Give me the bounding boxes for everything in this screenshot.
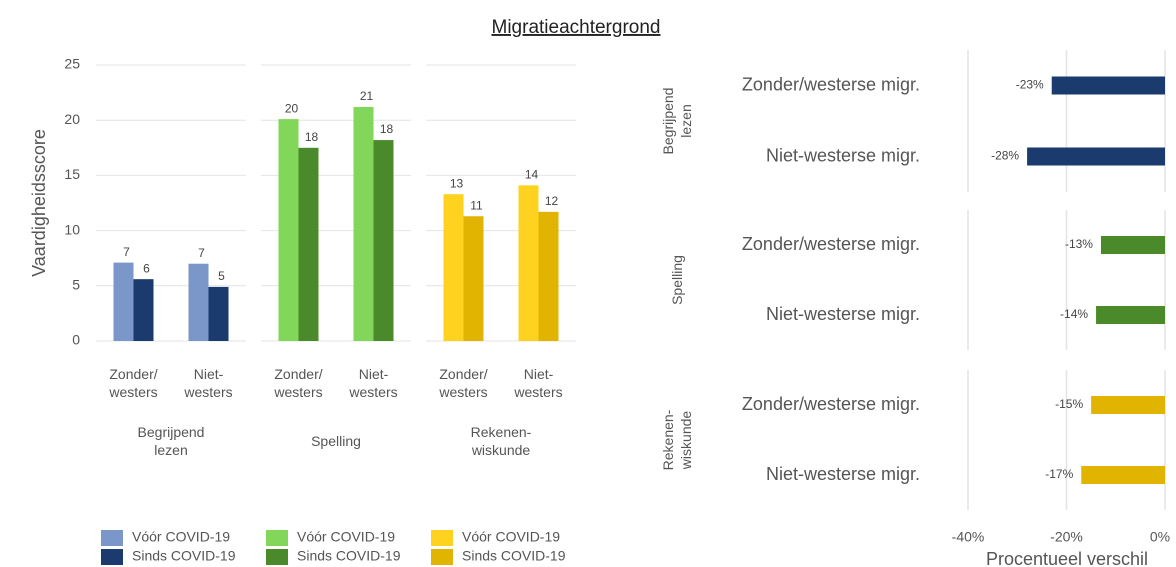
bar (1096, 306, 1165, 324)
panel-label: Begrijpend lezen (660, 88, 694, 155)
x-tick-label: Zonder/westers (108, 366, 157, 400)
x-tick-label: 0% (1150, 529, 1170, 545)
value-label: 7 (198, 246, 205, 260)
bar (278, 119, 299, 341)
legend-swatch (101, 549, 123, 565)
bar (298, 147, 319, 341)
legend-swatch (101, 530, 123, 546)
panel-label: Rekenen-wiskunde (471, 424, 532, 458)
x-tick-label: -20% (1050, 529, 1083, 545)
bar (518, 185, 539, 341)
legend-label: Vóór COVID-19 (462, 529, 560, 545)
bar (1081, 466, 1165, 484)
value-label: 5 (218, 269, 225, 283)
bar (373, 140, 394, 341)
value-label: -14% (1060, 307, 1088, 321)
bar (1091, 396, 1165, 414)
value-label: -28% (991, 149, 1019, 163)
y-tick-label: Niet-westerse migr. (766, 464, 920, 484)
value-label: 11 (470, 198, 483, 212)
x-tick-label: Niet-westers (348, 366, 397, 400)
value-label: 20 (285, 101, 299, 115)
bar (443, 194, 464, 341)
value-label: 18 (380, 122, 394, 136)
value-label: -13% (1065, 237, 1093, 251)
legend-swatch (431, 549, 453, 565)
legend-label: Sinds COVID-19 (132, 548, 236, 564)
panel-label: Spelling (669, 255, 685, 305)
y-tick-label: 5 (72, 277, 80, 293)
value-label: -17% (1045, 467, 1073, 481)
y-tick-label: Niet-westerse migr. (766, 304, 920, 324)
legend-swatch (431, 530, 453, 546)
panel-label: Rekenen-wiskunde (660, 409, 694, 470)
x-tick-label: -40% (952, 529, 985, 545)
bar (353, 106, 374, 342)
x-axis-label: Procentueel verschil (986, 549, 1148, 567)
x-tick-label: Niet-westers (183, 366, 232, 400)
panel-label: Spelling (311, 433, 361, 449)
y-tick-label: Zonder/westerse migr. (742, 74, 920, 94)
bar (113, 262, 134, 341)
y-tick-label: 10 (64, 221, 80, 237)
page-title: Migratieachtergrond (492, 17, 661, 38)
value-label: 12 (545, 194, 559, 208)
legend-label: Vóór COVID-19 (297, 529, 395, 545)
value-label: 21 (360, 89, 374, 103)
y-axis-label: Vaardigheidsscore (29, 129, 49, 277)
value-label: 6 (143, 261, 150, 275)
x-tick-label: Zonder/westers (438, 366, 487, 400)
y-tick-label: 0 (72, 332, 80, 348)
y-tick-label: Niet-westerse migr. (766, 145, 920, 165)
y-tick-label: Zonder/westerse migr. (742, 234, 920, 254)
bar (1051, 76, 1165, 95)
legend-label: Sinds COVID-19 (462, 548, 566, 564)
x-tick-label: Niet-westers (513, 366, 562, 400)
y-tick-label: 25 (64, 56, 80, 72)
value-label: 14 (525, 168, 539, 182)
bar (1027, 147, 1165, 166)
y-tick-label: Zonder/westerse migr. (742, 394, 920, 414)
value-label: 7 (123, 245, 130, 259)
legend-label: Sinds COVID-19 (297, 548, 401, 564)
value-label: 13 (450, 176, 464, 190)
legend-label: Vóór COVID-19 (132, 529, 230, 545)
bar (133, 279, 154, 341)
bar (188, 263, 209, 341)
y-tick-label: 20 (64, 111, 80, 127)
bar (1100, 236, 1165, 254)
value-label: -23% (1016, 78, 1044, 92)
x-tick-label: Zonder/westers (273, 366, 322, 400)
panel-label: Begrijpend lezen (138, 424, 205, 458)
bar (463, 216, 484, 341)
y-tick-label: 15 (64, 166, 80, 182)
bar (208, 286, 229, 341)
legend-swatch (266, 549, 288, 565)
value-label: -15% (1055, 397, 1083, 411)
legend-swatch (266, 530, 288, 546)
bar (538, 211, 559, 341)
value-label: 18 (305, 130, 319, 144)
